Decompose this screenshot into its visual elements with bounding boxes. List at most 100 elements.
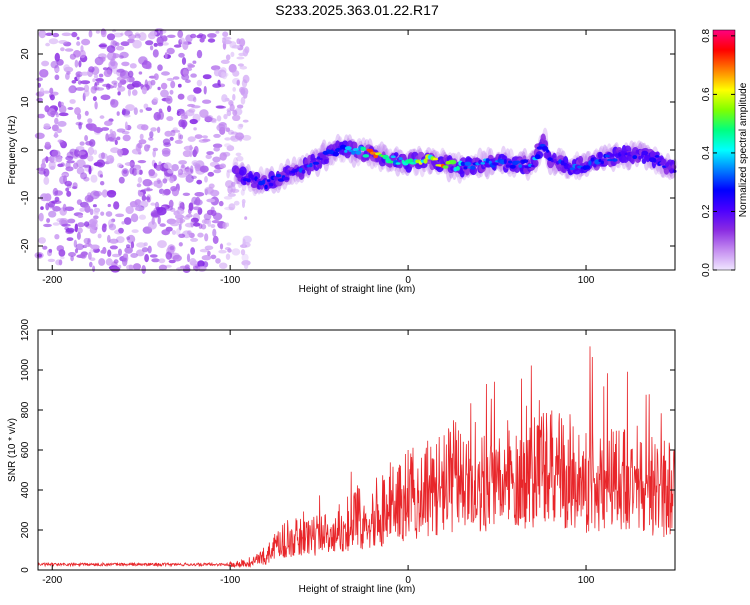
noise-blob [178,233,186,238]
y-tick-label: -10 [20,190,31,205]
noise-blob [139,200,149,208]
snr-y-ticks: 0 200 400 600 800 1000 1200 [20,318,675,573]
ridge-body [250,182,258,188]
noise-blob [61,32,72,37]
noise-blob [95,30,100,34]
noise-blob [69,53,76,60]
noise-blob [190,33,197,39]
x-tick-label: 100 [578,275,595,286]
noise-blob [134,199,142,206]
ridge-core [632,155,638,160]
noise-blob [90,244,100,250]
noise-blob [169,245,175,251]
noise-blob [118,227,124,234]
noise-blob [169,177,175,184]
noise-blob [45,42,50,47]
noise-blob [75,146,85,151]
y-tick-label: 1200 [20,318,31,341]
noise-blob [242,201,245,208]
noise-blob [70,255,74,262]
noise-blob [36,97,43,103]
noise-blob [69,99,76,104]
noise-blob [37,113,45,119]
noise-blob [207,250,211,257]
ridge-core [460,161,466,166]
noise-blob [160,89,169,98]
noise-blob [170,80,176,89]
noise-blob [188,108,196,113]
noise-blob [145,107,152,111]
noise-blob [48,248,53,253]
noise-blob [236,155,244,162]
noise-blob [58,249,66,257]
noise-blob [123,217,132,225]
x-tick-label: 0 [405,575,411,586]
noise-blob [138,191,144,197]
spectrogram-y-label: Frequency (Hz) [7,116,18,185]
noise-blob [134,207,140,211]
noise-blob [190,219,194,228]
noise-blob [119,51,129,59]
noise-blob [226,170,230,179]
noise-blob [166,34,176,38]
noise-blob [159,223,166,227]
noise-blob [39,69,49,78]
noise-blob [138,32,147,41]
noise-blob [150,210,160,219]
noise-blob [199,165,209,173]
noise-blob [74,148,80,157]
ridge-core [480,162,486,165]
snr-series-line [37,346,676,569]
noise-blob [38,212,44,222]
noise-blob [190,260,199,267]
noise-blob [84,194,94,203]
noise-blob [219,163,226,169]
noise-blob [57,139,63,143]
noise-blob [77,214,84,218]
noise-blob [182,121,186,130]
noise-blob [68,86,75,94]
noise-blob [43,168,50,177]
ridge-halo [327,153,334,166]
noise-blob [101,189,108,198]
ridge-body [239,166,247,176]
noise-blob [211,120,217,124]
noise-blob [125,104,135,112]
noise-blob [93,211,99,216]
noise-blob [190,247,196,255]
y-tick-label: 800 [20,401,31,418]
noise-blob [106,155,115,164]
noise-blob [123,253,129,258]
noise-blob [66,160,75,164]
noise-blob [187,136,196,142]
ridge-core [598,158,602,163]
ridge-core [588,160,592,166]
noise-blob [212,83,222,88]
ridge-core [569,167,576,170]
noise-blob [61,223,71,227]
noise-blob [213,133,221,138]
ridge-core [266,179,271,182]
noise-blob [99,115,105,119]
ridge-core [344,149,348,153]
noise-blob [241,260,251,266]
noise-blob [156,36,164,45]
noise-blob [230,51,235,58]
noise-blob [237,63,244,67]
noise-blob [219,152,227,161]
noise-blob [78,60,82,68]
colorbar-tick-label: 0.6 [701,87,712,101]
noise-blob [149,30,158,37]
noise-blob [122,108,126,116]
noise-blob [194,163,201,172]
ridge-core [352,148,359,151]
noise-blob [58,105,67,114]
noise-blob [202,99,212,104]
noise-blob [116,136,121,141]
noise-blob [158,264,167,271]
noise-blob [101,224,107,233]
noise-blob [149,131,154,138]
noise-blob [47,249,52,257]
noise-blob [138,71,143,75]
ridge-core [509,164,516,169]
